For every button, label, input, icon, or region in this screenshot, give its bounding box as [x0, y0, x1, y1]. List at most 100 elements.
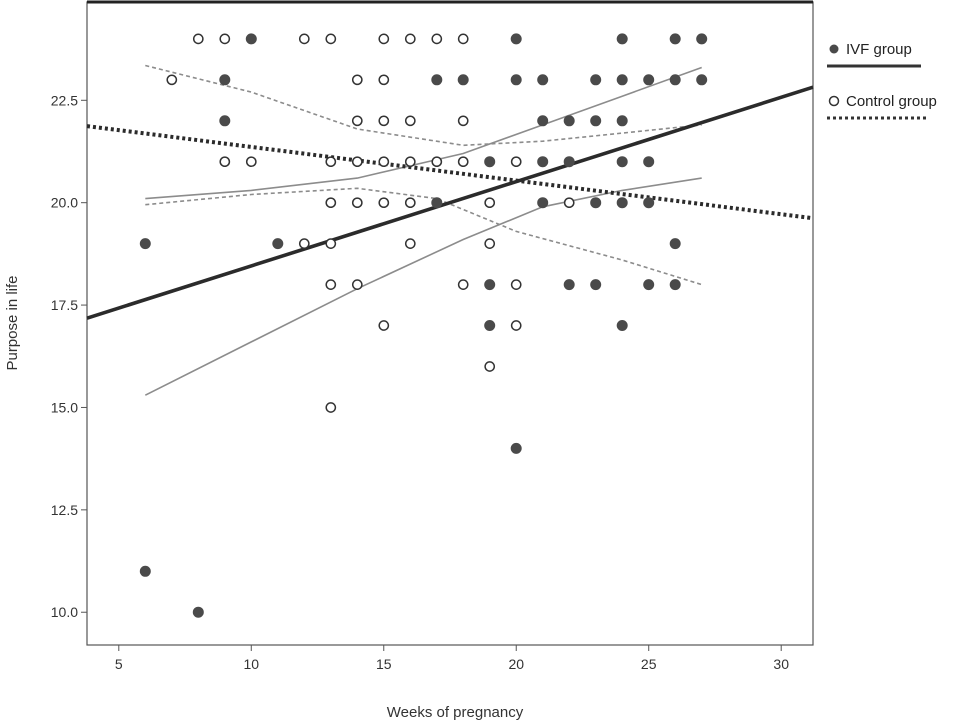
ivf-point — [643, 74, 655, 86]
ivf-point — [643, 197, 655, 209]
control-fit-line — [86, 124, 814, 221]
ivf-point — [484, 279, 496, 291]
ivf-point — [139, 565, 151, 577]
control-ci-lower-curve — [145, 187, 702, 286]
y-axis-title: Purpose in life — [4, 275, 21, 370]
axes: 5 10 15 20 25 30 10.0 12.5 15.0 17.5 20.0 22.5 — [51, 92, 789, 672]
control-point — [457, 156, 469, 168]
control-point — [192, 33, 204, 45]
control-point — [404, 238, 416, 249]
control-point — [510, 156, 522, 168]
y-tick-label: 10.0 — [51, 604, 78, 620]
ivf-point — [457, 74, 469, 86]
x-tick-label: 15 — [376, 656, 392, 672]
control-point — [431, 33, 443, 45]
ivf-fit-line — [86, 85, 814, 320]
y-tick-label: 20.0 — [51, 195, 78, 211]
x-tick-label: 10 — [243, 656, 259, 672]
ivf-point — [590, 115, 602, 127]
control-point — [404, 115, 416, 127]
ivf-point — [643, 279, 655, 291]
ivf-point — [590, 74, 602, 86]
control-point — [457, 279, 469, 290]
ivf-point — [616, 320, 628, 331]
ivf-point — [669, 238, 681, 250]
control-point — [325, 238, 337, 249]
control-point — [404, 33, 416, 45]
ivf-point — [616, 115, 628, 127]
control-point — [404, 156, 416, 168]
ivf-point — [537, 74, 549, 86]
ivf-point — [590, 197, 602, 209]
y-tick-label: 22.5 — [51, 92, 78, 108]
ivf-point — [537, 115, 549, 127]
ivf-point — [484, 320, 496, 331]
control-point — [245, 156, 257, 168]
y-tick-label: 17.5 — [51, 297, 78, 313]
ivf-point — [192, 606, 204, 618]
plot-frame — [86, 1, 814, 646]
ivf-point — [219, 115, 231, 127]
control-point — [510, 320, 522, 331]
control-point — [219, 156, 231, 168]
control-point — [298, 33, 310, 45]
ivf-point — [537, 197, 549, 209]
control-point — [404, 197, 416, 209]
ivf-point — [616, 156, 628, 168]
control-point — [484, 238, 496, 249]
control-point — [166, 74, 178, 86]
ivf-ci-lower-curve — [144, 177, 702, 396]
ivf-point — [563, 279, 575, 291]
x-tick-label: 20 — [508, 656, 524, 672]
control-point — [484, 361, 496, 372]
ivf-point — [643, 156, 655, 168]
control-point — [378, 197, 390, 209]
ivf-point — [510, 33, 522, 45]
data-points — [139, 33, 708, 618]
confidence-bands — [144, 64, 702, 396]
control-point — [457, 115, 469, 127]
control-point — [298, 238, 310, 249]
ivf-point — [616, 74, 628, 86]
ivf-point — [669, 279, 681, 291]
legend-control-marker-icon — [828, 95, 840, 107]
control-point — [378, 115, 390, 127]
regression-lines — [86, 85, 814, 320]
ivf-point — [139, 238, 151, 250]
ivf-point — [563, 156, 575, 168]
control-point — [351, 197, 363, 209]
ivf-point — [484, 156, 496, 168]
x-tick-label: 30 — [773, 656, 789, 672]
control-point — [457, 33, 469, 45]
y-tick-label: 12.5 — [51, 502, 78, 518]
control-point — [325, 279, 337, 290]
control-point — [351, 279, 363, 290]
ivf-point — [616, 197, 628, 209]
ivf-point — [219, 74, 231, 86]
control-point — [563, 197, 575, 209]
ivf-ci-upper-curve — [145, 66, 702, 200]
ivf-point — [272, 238, 284, 250]
ivf-point — [431, 74, 443, 86]
ivf-point — [590, 279, 602, 291]
x-tick-label: 25 — [641, 656, 657, 672]
ivf-point — [669, 33, 681, 45]
control-point — [351, 115, 363, 127]
legend: IVF group Control group — [827, 41, 937, 120]
legend-ivf-marker-icon — [829, 44, 839, 54]
control-point — [219, 33, 231, 45]
ivf-point — [696, 33, 708, 45]
control-point — [378, 156, 390, 168]
control-point — [325, 402, 337, 413]
control-point — [378, 33, 390, 45]
control-point — [510, 279, 522, 290]
x-tick-label: 5 — [115, 656, 123, 672]
ivf-point — [563, 115, 575, 127]
ivf-point — [510, 74, 522, 86]
ivf-point — [431, 197, 443, 209]
x-axis-title: Weeks of pregnancy — [387, 704, 524, 721]
ivf-point — [537, 156, 549, 168]
legend-ivf-label: IVF group — [846, 41, 912, 58]
ivf-point — [510, 442, 522, 454]
